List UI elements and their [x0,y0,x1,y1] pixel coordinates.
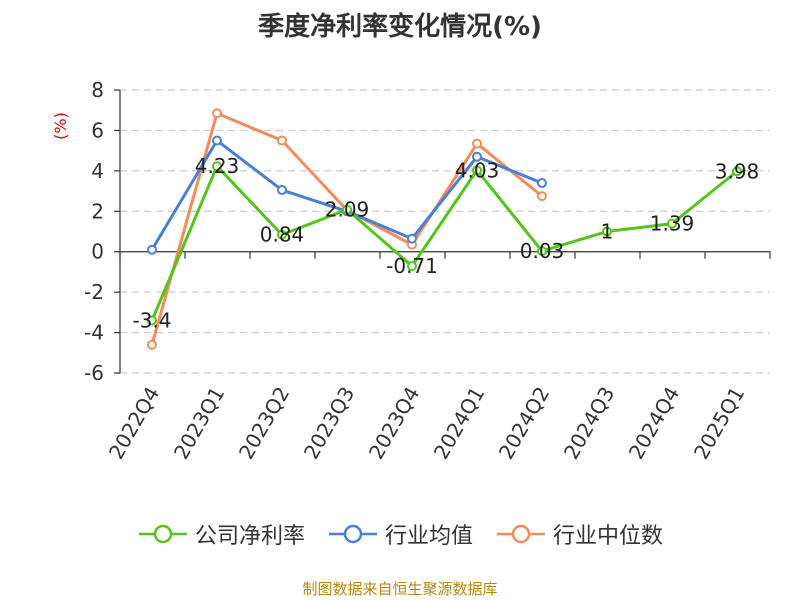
data-label: 2.09 [325,197,370,221]
x-tick-label: 2023Q2 [234,383,294,464]
x-tick-label: 2023Q3 [299,383,359,464]
legend-label: 行业均值 [384,524,473,549]
series-point [147,244,157,255]
data-label: 3.98 [715,159,760,183]
legend-item[interactable]: 公司净利率 [137,518,305,550]
series-point [537,177,547,188]
series-lines [147,108,742,350]
legend-label: 行业中位数 [553,524,664,549]
y-tick-label: 4 [91,159,104,183]
data-label: 4.03 [455,158,500,182]
series-line [150,111,543,346]
series-point [277,185,287,196]
series-point [602,226,612,237]
series-line [150,164,738,322]
data-label: 0.03 [520,239,565,263]
series-point [407,261,417,272]
series-point [732,166,742,177]
series-point [537,246,547,257]
y-axis-unit: (%) [51,112,70,140]
x-tick-label: 2025Q1 [689,383,749,464]
series-point [277,135,287,146]
series-point [212,161,222,172]
series-point [212,108,222,119]
x-tick-label: 2023Q4 [364,383,424,464]
y-tick-label: -4 [84,321,104,345]
legend: 公司净利率 行业均值 行业中位数 [0,518,800,550]
data-label: 0.84 [260,223,305,247]
data-label: 4.23 [195,154,240,178]
series-point [147,339,157,350]
y-tick-label: 2 [91,199,104,223]
legend-marker-icon [497,524,545,544]
x-tick-label: 2024Q3 [559,383,619,464]
legend-label: 公司净利率 [194,524,305,549]
y-tick-label: -6 [84,361,104,385]
data-label: 1.39 [650,212,695,236]
data-label: -3.4 [132,308,171,332]
y-tick-label: 0 [91,240,104,264]
data-label: -0.71 [386,254,438,278]
chart-title: 季度净利率变化情况(%) [258,12,542,42]
data-label: 1 [601,220,614,244]
y-tick-label: 8 [91,78,104,102]
series-point [147,315,157,326]
x-tick-label: 2024Q4 [624,383,684,464]
series-point [472,165,482,176]
legend-item[interactable]: 行业均值 [327,518,473,550]
legend-marker-icon [138,524,187,544]
series-point [537,191,547,202]
series-point [342,204,352,215]
x-tick-label: 2022Q4 [104,383,164,464]
x-tick-label: 2024Q1 [429,383,489,464]
grid [120,89,770,374]
series-point [667,218,677,229]
x-tick-label: 2023Q1 [169,383,229,464]
y-tick-label: 6 [91,118,104,142]
x-tick-label: 2024Q2 [494,383,554,464]
legend-item[interactable]: 行业中位数 [495,518,663,550]
legend-marker-icon [328,524,377,544]
data-labels: -3.4 4.23 0.84 2.09 -0.71 4.03 0.03 1 1.39 3.98 [132,154,759,332]
series-point [407,233,417,244]
series-point [212,135,222,146]
series-point [472,151,482,162]
series-point [277,229,287,240]
y-tick-label: -2 [84,280,104,304]
series-point [472,138,482,149]
source-note: 制图数据来自恒生聚源数据库 [302,580,498,598]
